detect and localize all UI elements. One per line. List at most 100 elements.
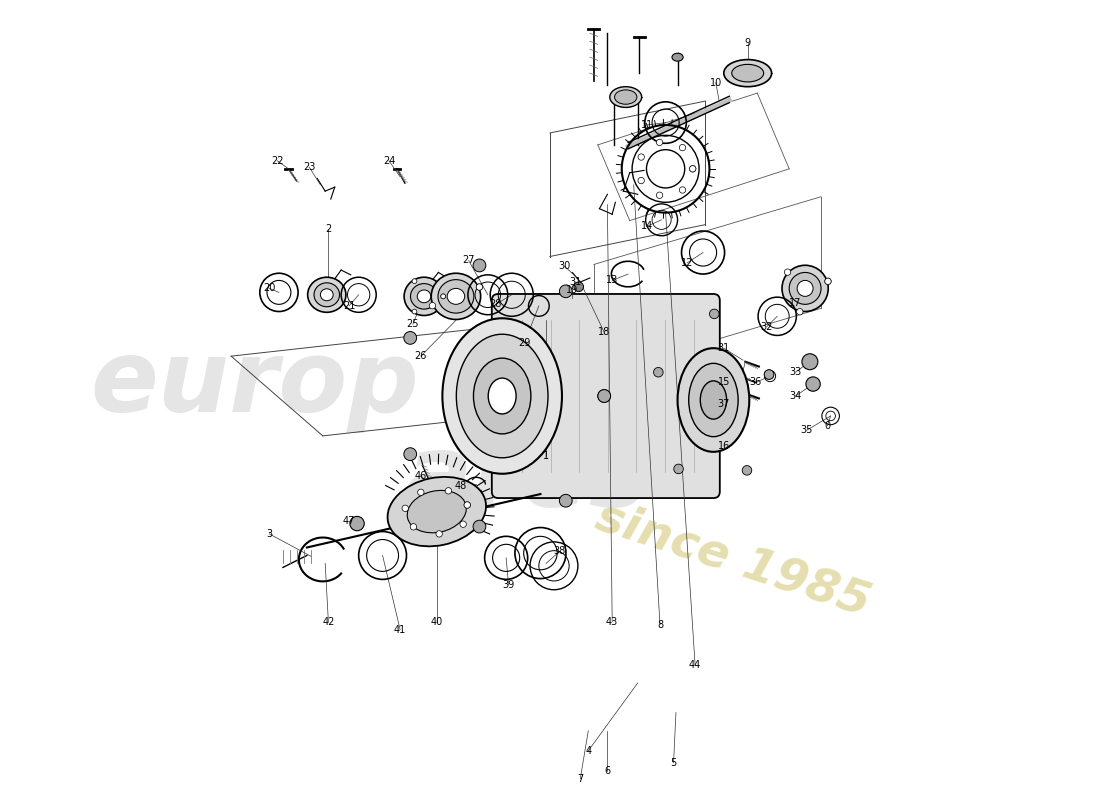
Ellipse shape	[678, 348, 749, 452]
Text: 43: 43	[606, 617, 618, 626]
Circle shape	[597, 390, 611, 402]
Text: 27: 27	[462, 255, 475, 266]
Text: 42: 42	[322, 617, 334, 626]
Ellipse shape	[782, 266, 828, 311]
Text: 32: 32	[761, 322, 773, 332]
Circle shape	[404, 331, 417, 344]
Circle shape	[680, 145, 685, 151]
Ellipse shape	[410, 284, 438, 309]
Text: 18: 18	[598, 327, 611, 338]
Circle shape	[674, 464, 683, 474]
Text: 6: 6	[604, 766, 611, 776]
Circle shape	[574, 282, 583, 291]
Ellipse shape	[431, 274, 481, 319]
Text: since 1985: since 1985	[591, 494, 877, 625]
Ellipse shape	[724, 59, 771, 86]
Ellipse shape	[387, 477, 486, 546]
Ellipse shape	[438, 280, 474, 313]
Text: 1: 1	[543, 451, 549, 461]
Circle shape	[403, 505, 408, 511]
Circle shape	[418, 489, 424, 495]
Circle shape	[476, 284, 483, 290]
Ellipse shape	[320, 289, 333, 301]
Text: 46: 46	[415, 470, 427, 481]
Circle shape	[764, 370, 773, 379]
Text: 35: 35	[801, 426, 813, 435]
Circle shape	[446, 488, 452, 494]
Text: 2: 2	[326, 223, 331, 234]
Circle shape	[441, 294, 446, 298]
Text: 30: 30	[558, 261, 571, 271]
Circle shape	[825, 278, 832, 285]
Circle shape	[473, 520, 486, 533]
Circle shape	[802, 354, 818, 370]
Text: 12: 12	[681, 258, 693, 268]
Circle shape	[473, 259, 486, 272]
Text: 13: 13	[606, 275, 618, 286]
Circle shape	[690, 166, 696, 172]
Circle shape	[710, 309, 719, 318]
Text: ares: ares	[404, 431, 648, 528]
Ellipse shape	[672, 54, 683, 61]
Text: 21: 21	[343, 301, 355, 311]
Ellipse shape	[442, 318, 562, 474]
Circle shape	[410, 524, 417, 530]
Circle shape	[412, 309, 417, 314]
Ellipse shape	[473, 358, 531, 434]
FancyBboxPatch shape	[492, 294, 719, 498]
Text: 7: 7	[578, 774, 583, 784]
Text: 19: 19	[566, 285, 579, 295]
Circle shape	[806, 377, 821, 391]
Circle shape	[638, 178, 645, 184]
Ellipse shape	[456, 334, 548, 458]
Circle shape	[784, 269, 791, 275]
Text: 28: 28	[490, 299, 502, 310]
Ellipse shape	[609, 86, 641, 107]
Circle shape	[653, 367, 663, 377]
Text: 29: 29	[518, 338, 530, 347]
Text: 39: 39	[503, 580, 515, 590]
Text: 0: 0	[824, 421, 830, 430]
Text: 20: 20	[263, 283, 276, 294]
Text: 16: 16	[717, 442, 730, 451]
Text: 10: 10	[710, 78, 722, 88]
Circle shape	[350, 516, 364, 530]
Text: 34: 34	[790, 391, 802, 401]
Text: 31: 31	[717, 343, 730, 353]
Ellipse shape	[732, 64, 763, 82]
Circle shape	[436, 530, 442, 537]
Text: 5: 5	[670, 758, 676, 768]
Text: 40: 40	[431, 617, 443, 626]
Ellipse shape	[314, 283, 340, 306]
Ellipse shape	[308, 278, 345, 312]
Ellipse shape	[701, 381, 727, 419]
Circle shape	[690, 166, 696, 172]
Circle shape	[429, 302, 436, 309]
Text: 25: 25	[407, 319, 419, 330]
Text: 23: 23	[304, 162, 316, 172]
Ellipse shape	[417, 290, 431, 302]
Text: 41: 41	[394, 625, 406, 634]
Circle shape	[476, 284, 483, 290]
Text: 22: 22	[271, 156, 284, 166]
Text: 26: 26	[415, 351, 427, 361]
Text: 31: 31	[570, 277, 582, 287]
Text: 47: 47	[343, 516, 355, 526]
Text: 9: 9	[745, 38, 751, 48]
Text: 17: 17	[790, 298, 802, 308]
Circle shape	[404, 448, 417, 461]
Text: 36: 36	[749, 378, 762, 387]
Circle shape	[560, 494, 572, 507]
Text: europ: europ	[90, 335, 419, 433]
Ellipse shape	[407, 490, 466, 533]
Ellipse shape	[789, 273, 821, 304]
Circle shape	[742, 466, 751, 475]
Circle shape	[647, 150, 684, 188]
Circle shape	[597, 390, 611, 402]
Circle shape	[680, 187, 685, 193]
Circle shape	[657, 139, 663, 146]
Circle shape	[464, 502, 471, 508]
Circle shape	[460, 521, 466, 527]
Circle shape	[638, 154, 645, 160]
Circle shape	[412, 278, 417, 283]
